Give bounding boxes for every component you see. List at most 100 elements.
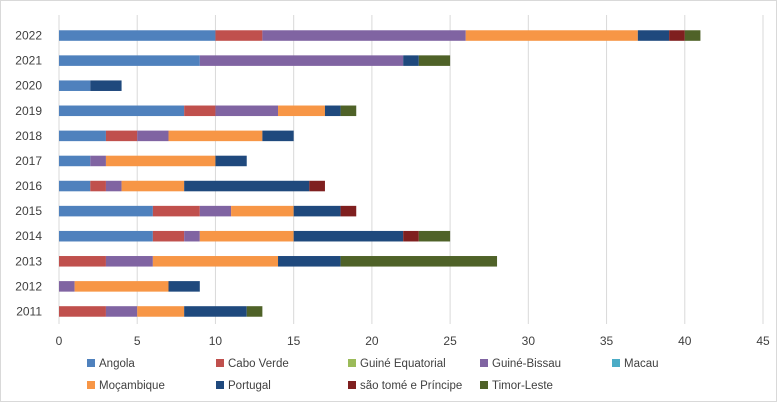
bar-2014-series-3: [184, 230, 200, 242]
x-tick-20: 20: [365, 334, 379, 348]
bar-2013-series-5: [152, 256, 279, 267]
x-tick-40: 40: [678, 334, 692, 348]
bar-2019-series-1: [184, 105, 216, 117]
bar-2021-series-3: [199, 55, 404, 66]
bar-2019-series-8: [340, 105, 357, 117]
bar-2019-series-6: [324, 105, 341, 117]
bar-2011-series-1: [59, 306, 106, 317]
y-label-2017: 2017: [15, 154, 42, 168]
x-tick-10: 10: [209, 334, 223, 348]
bar-2014-series-5: [199, 230, 294, 242]
legend-label-3: Guiné-Bissau: [492, 358, 561, 370]
bar-2018-series-3: [137, 130, 169, 142]
y-label-2013: 2013: [15, 254, 42, 268]
bar-2016-series-6: [184, 180, 310, 192]
bar-2013-series-6: [278, 256, 341, 267]
bars: [59, 30, 701, 317]
bar-2020-series-6: [90, 80, 122, 91]
legend-label-0: Angola: [99, 358, 135, 370]
bar-2017-series-6: [215, 155, 247, 167]
bar-2017-series-0: [59, 155, 91, 167]
bar-2014-series-0: [59, 230, 153, 242]
x-tick-0: 0: [56, 334, 63, 348]
x-tick-45: 45: [756, 334, 770, 348]
x-tick-5: 5: [134, 334, 141, 348]
bar-2021-series-8: [418, 55, 451, 66]
bar-2018-series-5: [168, 130, 263, 142]
legend-swatch-8: [480, 381, 488, 389]
bar-2021-series-0: [59, 55, 200, 66]
legend-swatch-2: [348, 359, 356, 367]
bar-2014-series-1: [152, 230, 185, 242]
legend-swatch-3: [480, 359, 488, 367]
x-tick-35: 35: [600, 334, 614, 348]
bar-2014-series-7: [403, 230, 419, 242]
bar-2018-series-6: [262, 130, 294, 142]
bar-2016-series-1: [90, 180, 106, 192]
bar-2021-series-6: [403, 55, 419, 66]
y-label-2021: 2021: [15, 54, 42, 68]
bar-2017-series-5: [105, 155, 216, 167]
legend-swatch-7: [348, 381, 356, 389]
x-tick-15: 15: [287, 334, 301, 348]
bar-2022-series-8: [684, 30, 701, 41]
bar-2022-series-1: [215, 30, 263, 41]
legend-swatch-5: [87, 381, 95, 389]
bar-2011-series-8: [246, 306, 263, 317]
bar-2019-series-0: [59, 105, 185, 117]
bar-2013-series-3: [105, 256, 153, 267]
x-axis-tick-labels: 0 5 10 15 20 25 30 35 40 45: [56, 334, 770, 348]
bar-2012-series-6: [168, 281, 200, 292]
bar-2016-series-3: [105, 180, 122, 192]
y-axis-labels: 2011 2012 2013 2014 2015 2016 2017 2018 2019 2020…: [15, 29, 42, 319]
bar-2013-series-1: [59, 256, 106, 267]
bar-2018-series-1: [105, 130, 138, 142]
legend-swatch-4: [612, 359, 620, 367]
bar-2019-series-3: [215, 105, 279, 117]
bar-2017-series-3: [90, 155, 106, 167]
y-label-2016: 2016: [15, 179, 42, 193]
legend-label-8: Timor-Leste: [492, 380, 553, 392]
bar-2015-series-5: [231, 205, 294, 217]
y-label-2014: 2014: [15, 229, 42, 243]
y-label-2022: 2022: [15, 29, 42, 43]
legend-label-4: Macau: [624, 358, 659, 370]
legend-label-2: Guiné Equatorial: [360, 358, 446, 370]
legend-swatch-0: [87, 359, 95, 367]
y-label-2020: 2020: [15, 79, 42, 93]
bar-2015-series-7: [340, 205, 357, 217]
bar-2011-series-3: [105, 306, 138, 317]
bar-2022-series-5: [465, 30, 638, 41]
x-tick-30: 30: [522, 334, 536, 348]
bar-2022-series-7: [669, 30, 685, 41]
legend-swatch-6: [216, 381, 224, 389]
bar-2011-series-5: [137, 306, 185, 317]
bar-2018-series-0: [59, 130, 106, 142]
bar-2015-series-0: [59, 205, 153, 217]
legend-label-1: Cabo Verde: [228, 358, 289, 370]
gridlines: [58, 15, 764, 324]
bar-2016-series-0: [59, 180, 91, 192]
bar-2012-series-3: [59, 281, 75, 292]
bar-2016-series-5: [121, 180, 185, 192]
bar-2020-series-0: [59, 80, 91, 91]
x-tick-25: 25: [443, 334, 457, 348]
bar-2016-series-7: [309, 180, 325, 192]
bar-2022-series-3: [262, 30, 466, 41]
legend-swatch-1: [216, 359, 224, 367]
legend: Angola Cabo Verde Guiné Equatorial Guiné-Bi…: [87, 358, 659, 392]
legend-label-7: são tomé e Príncipe: [360, 380, 462, 392]
bar-2015-series-1: [152, 205, 200, 217]
y-label-2018: 2018: [15, 129, 42, 143]
bar-2014-series-6: [293, 230, 404, 242]
legend-label-6: Portugal: [228, 380, 271, 392]
y-label-2019: 2019: [15, 104, 42, 118]
bar-2022-series-0: [59, 30, 216, 41]
bar-2012-series-5: [74, 281, 169, 292]
bar-2015-series-6: [293, 205, 341, 217]
y-label-2015: 2015: [15, 204, 42, 218]
y-label-2011: 2011: [16, 304, 42, 318]
bar-2019-series-5: [278, 105, 325, 117]
